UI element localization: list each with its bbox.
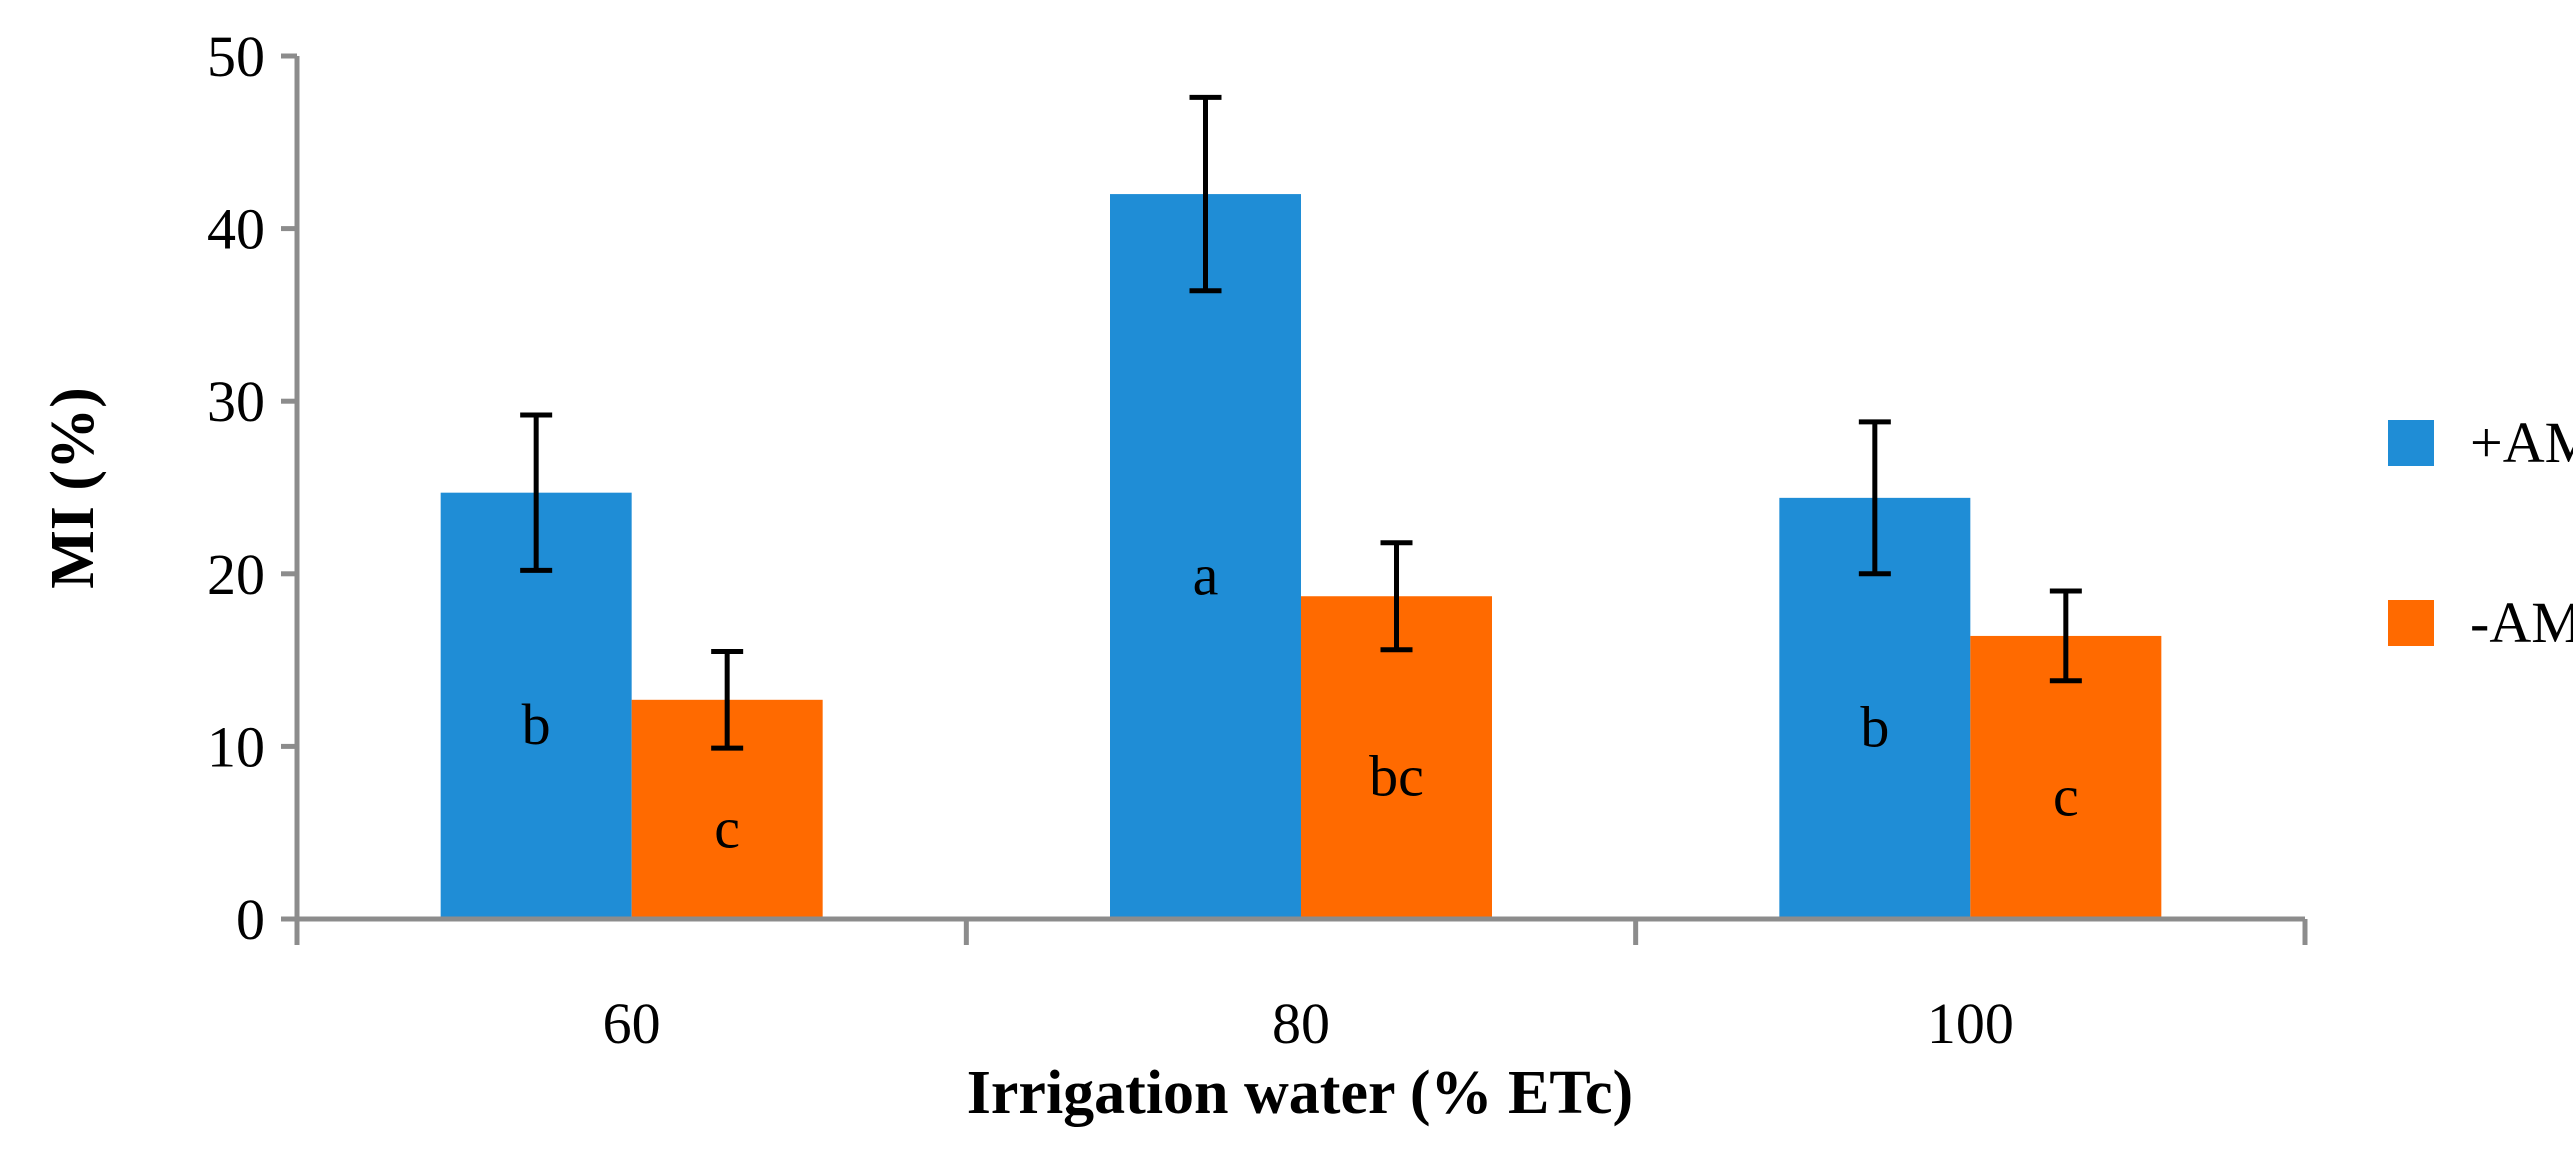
error-bar-minus-amf-60 [711, 648, 744, 751]
y-tick-label: 10 [207, 714, 265, 779]
bar-significance-label: a [1193, 543, 1219, 608]
legend-label: +AMF [2470, 410, 2573, 475]
error-bar-minus-amf-100 [2049, 588, 2082, 684]
bar-significance-label: bc [1369, 744, 1424, 809]
legend-label: -AMF [2470, 590, 2573, 655]
y-tick-label: 30 [207, 369, 265, 434]
x-axis-title: Irrigation water (% ETc) [967, 1059, 1633, 1127]
error-bars-layer [520, 94, 2082, 751]
bar-significance-label: b [522, 692, 551, 757]
error-bar-minus-amf-80 [1380, 540, 1413, 653]
bar-significance-label: c [2053, 763, 2079, 828]
bar-significance-label: c [714, 795, 740, 860]
y-tick-label: 50 [207, 24, 265, 89]
legend-item-minus-amf: -AMF [2388, 590, 2573, 655]
error-bar-plus-amf-60 [520, 412, 553, 573]
legend-swatch [2388, 600, 2434, 646]
y-tick-label: 20 [207, 542, 265, 607]
x-tick-label: 100 [1927, 991, 2014, 1056]
bar-plus-amf-80 [1110, 194, 1301, 919]
legend-item-plus-amf: +AMF [2388, 410, 2573, 475]
y-ticks-layer: 0 10 20 30 40 50 [207, 24, 297, 952]
x-ticks-layer: 60 80 100 [294, 919, 2308, 1056]
axes-layer [294, 56, 2305, 922]
x-tick-label: 80 [1272, 991, 1330, 1056]
bar-significance-label: b [1860, 694, 1889, 759]
y-axis-title: MI (%) [39, 387, 107, 588]
legend: +AMF -AMF [2388, 410, 2573, 655]
x-tick-label: 60 [603, 991, 661, 1056]
bars-layer [440, 194, 2162, 919]
y-tick-label: 0 [236, 887, 265, 952]
error-bar-plus-amf-80 [1189, 94, 1222, 294]
legend-swatch [2388, 420, 2434, 466]
y-tick-label: 40 [207, 197, 265, 262]
error-bar-plus-amf-100 [1858, 419, 1891, 577]
